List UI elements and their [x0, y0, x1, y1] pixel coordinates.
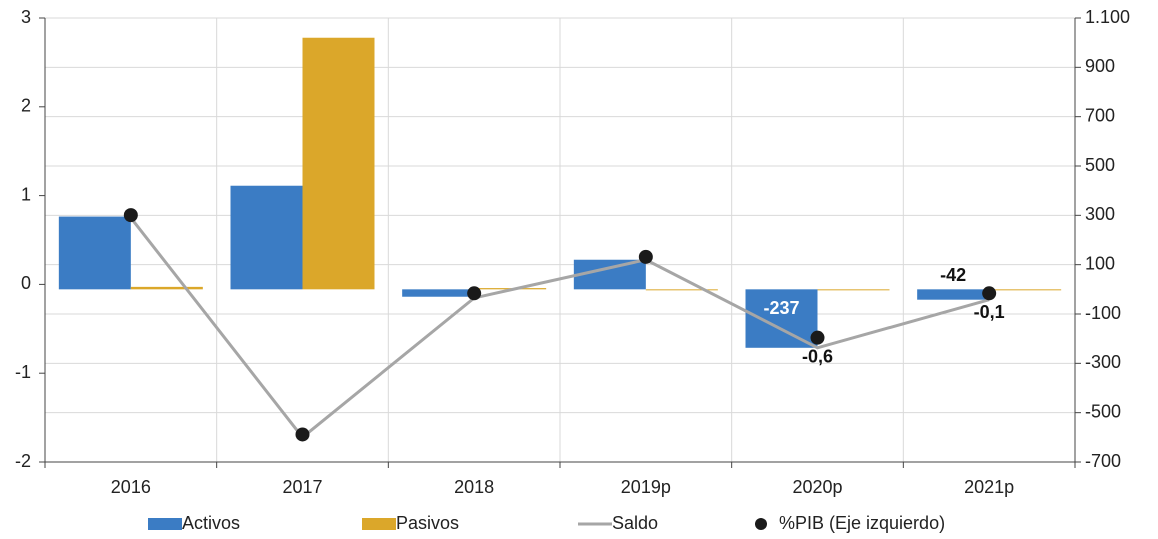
data-label: -0,6	[802, 346, 833, 366]
legend-label: Pasivos	[396, 513, 459, 533]
legend-swatch	[362, 518, 396, 530]
y-tick-label: -1	[15, 362, 31, 382]
y2-tick-label: 100	[1085, 253, 1115, 273]
point	[982, 286, 997, 301]
bar	[302, 37, 375, 290]
point	[810, 330, 825, 345]
bar	[230, 185, 303, 290]
y-tick-label: -2	[15, 451, 31, 471]
legend-label: %PIB (Eje izquierdo)	[779, 513, 945, 533]
point	[295, 427, 310, 442]
point	[123, 208, 138, 223]
y2-tick-label: 300	[1085, 204, 1115, 224]
x-tick-label: 2018	[454, 477, 494, 497]
legend-label: Saldo	[612, 513, 658, 533]
y-tick-label: 0	[21, 273, 31, 293]
y2-tick-label: -100	[1085, 303, 1121, 323]
line	[129, 216, 990, 440]
point	[638, 249, 653, 264]
data-label: -0,1	[974, 302, 1005, 322]
y2-tick-label: -500	[1085, 401, 1121, 421]
data-label: -237	[763, 298, 799, 318]
bar	[989, 289, 1062, 291]
y2-tick-label: -300	[1085, 352, 1121, 372]
bar	[645, 289, 718, 291]
y2-tick-label: 500	[1085, 155, 1115, 175]
legend-swatch	[148, 518, 182, 530]
x-tick-label: 2021p	[964, 477, 1014, 497]
y-tick-label: 2	[21, 96, 31, 116]
data-label: -42	[940, 265, 966, 285]
bar	[402, 289, 475, 297]
bar	[58, 216, 131, 290]
y2-tick-label: 1.100	[1085, 7, 1130, 27]
bar	[817, 289, 890, 291]
bar	[917, 289, 990, 300]
y-tick-label: 3	[21, 7, 31, 27]
y2-tick-label: -700	[1085, 451, 1121, 471]
bar	[130, 286, 203, 290]
legend-label: Activos	[182, 513, 240, 533]
y2-tick-label: 900	[1085, 56, 1115, 76]
x-tick-label: 2020p	[792, 477, 842, 497]
x-tick-label: 2016	[111, 477, 151, 497]
y2-tick-label: 700	[1085, 105, 1115, 125]
y-tick-label: 1	[21, 184, 31, 204]
x-tick-label: 2019p	[621, 477, 671, 497]
point	[467, 286, 482, 301]
legend-swatch	[755, 518, 767, 530]
x-tick-label: 2017	[282, 477, 322, 497]
